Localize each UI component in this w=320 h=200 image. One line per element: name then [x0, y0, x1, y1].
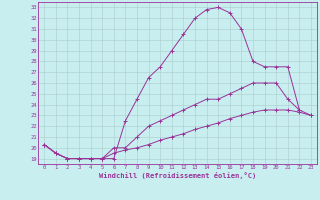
X-axis label: Windchill (Refroidissement éolien,°C): Windchill (Refroidissement éolien,°C): [99, 172, 256, 179]
